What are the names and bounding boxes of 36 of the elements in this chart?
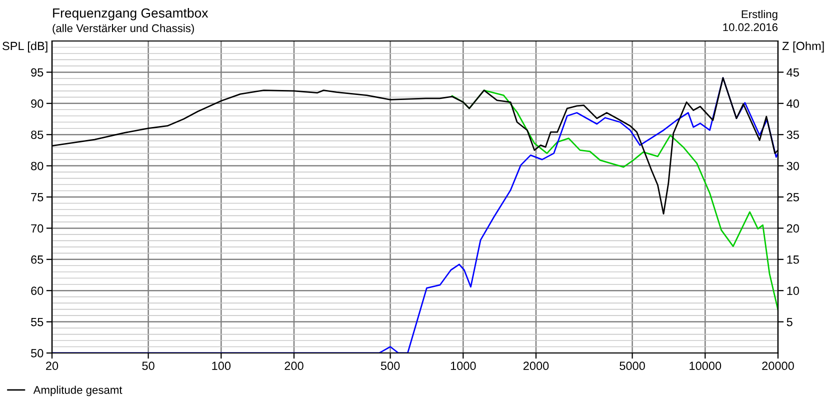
x-tick-label: 10000 — [690, 362, 722, 370]
x-tick-label: 500 — [380, 362, 400, 370]
y-tick-label: 95 — [31, 68, 44, 77]
y2-tick-label: 30 — [786, 162, 800, 170]
x-tick-label: 1000 — [450, 362, 476, 370]
x-tick-label: 20 — [46, 362, 58, 370]
y2-axis-title: Z [Ohm] — [782, 42, 824, 53]
x-tick-label: 20000 — [762, 362, 794, 370]
y2-tick-label: 15 — [787, 256, 799, 264]
x-tick-label: 2000 — [523, 362, 549, 370]
x-tick-label: 100 — [212, 362, 231, 370]
chart-title: Frequenzgang Gesamtbox — [53, 8, 208, 20]
y2-tick-label: 35 — [786, 130, 799, 139]
text: Erstling — [742, 10, 778, 20]
chart-subtitle: (alle Verstärker und Chassis) — [52, 24, 194, 34]
y-tick-label: 60 — [31, 286, 44, 295]
y2-tick-label: 20 — [786, 224, 800, 233]
y-tick-label: 90 — [31, 99, 44, 108]
x-tick-label: 5000 — [620, 362, 645, 370]
y-tick-label: 65 — [31, 255, 44, 264]
y-tick-label: 85 — [31, 130, 44, 139]
x-tick-label: 200 — [284, 362, 304, 370]
y2-tick-label: 45 — [786, 68, 799, 77]
x-tick-label: 50 — [142, 362, 154, 370]
text: 10.02.2016 — [723, 23, 778, 32]
y-tick-label: 55 — [31, 318, 44, 326]
y-axis-title: SPL [dB] — [2, 42, 48, 53]
legend-label: Amplitude gesamt — [33, 386, 122, 396]
y2-tick-label: 40 — [786, 99, 800, 108]
y2-tick-label: 25 — [786, 193, 799, 202]
y-tick-label: 80 — [31, 162, 44, 170]
y-tick-label: 50 — [31, 349, 44, 358]
y2-tick-label: 5 — [786, 318, 792, 326]
y-tick-label: 75 — [31, 193, 44, 202]
y2-tick-label: 10 — [787, 286, 800, 295]
y-tick-label: 70 — [31, 224, 44, 233]
